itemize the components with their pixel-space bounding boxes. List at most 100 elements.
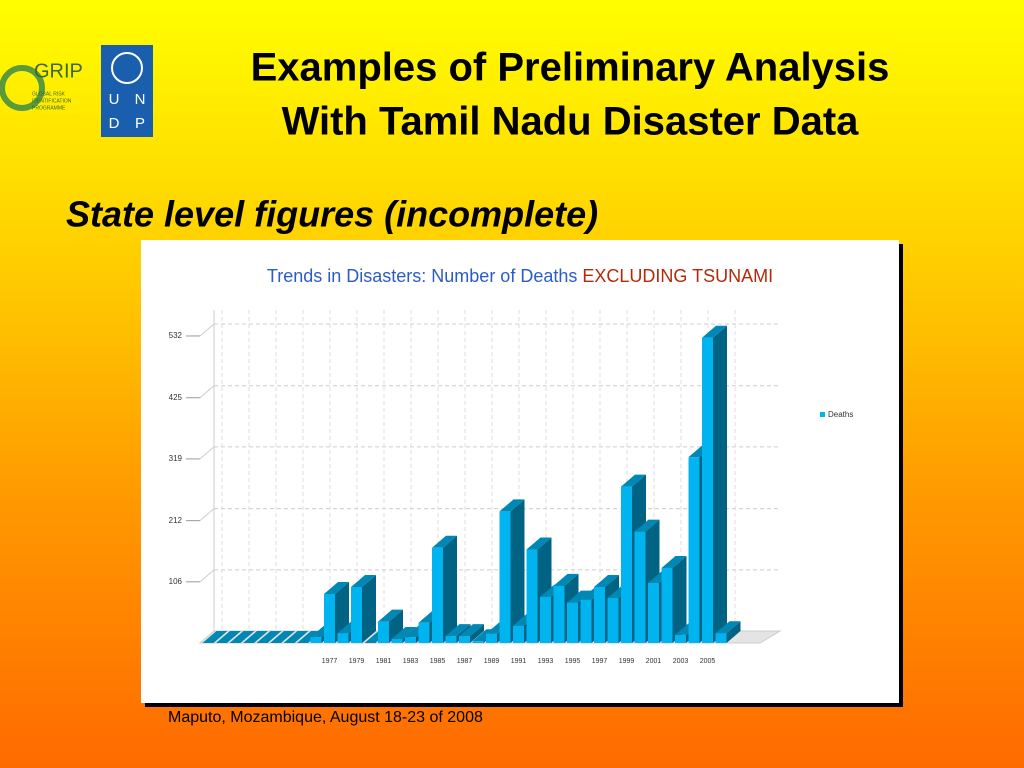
plot: 106 212 319 425 532 1977 1979 1981 1983 1985 1987 1… [169, 310, 853, 665]
x-tick-label: 1989 [484, 658, 500, 665]
bar [351, 587, 362, 643]
bar-side [510, 499, 525, 643]
bar-side [389, 609, 403, 643]
x-tick-label: 2003 [673, 658, 689, 665]
bar [634, 531, 646, 643]
bar-top [202, 631, 228, 643]
bar-side [443, 535, 457, 643]
bar [391, 638, 403, 643]
bar-top [621, 474, 646, 487]
bar-top [459, 624, 484, 637]
grid-line [199, 323, 215, 337]
bar [432, 547, 443, 643]
x-tick-label: 1981 [376, 658, 392, 665]
grid-line [199, 385, 215, 399]
grip-ring [0, 65, 45, 111]
bar-top [432, 535, 457, 548]
bar-top [378, 609, 403, 622]
bar-side [470, 624, 484, 643]
bar [688, 457, 700, 643]
bar [337, 633, 349, 643]
bar [661, 567, 673, 643]
y-tick-label: 212 [169, 516, 183, 525]
grip-line: PROGRAMME [32, 105, 66, 111]
chart-title-main: Trends in Disasters: Number of Deaths [267, 266, 577, 286]
bar [472, 641, 484, 643]
x-tick-label: 1991 [511, 658, 527, 665]
slide-title: With Tamil Nadu Disaster Data [282, 100, 860, 144]
undp-letter: U [109, 91, 120, 108]
grip-line: GLOBAL RISK [32, 91, 66, 97]
bar-top [661, 555, 687, 568]
undp-letter: N [135, 91, 146, 108]
bar-side [713, 325, 727, 643]
bar-top [243, 631, 268, 643]
undp-letter: D [109, 115, 120, 132]
bar-top [702, 325, 727, 338]
bar-top [391, 626, 417, 639]
bar [621, 486, 632, 643]
bar-top [445, 624, 471, 637]
undp-box [101, 45, 153, 137]
y-tick-label: 425 [169, 393, 183, 402]
grid-line [199, 569, 215, 583]
x-tick-label: 1983 [403, 658, 419, 665]
bar-top [634, 519, 660, 532]
bar [580, 599, 592, 643]
bar-side [672, 555, 687, 643]
un-emblem [111, 52, 143, 84]
bar [324, 593, 335, 643]
bar-top [499, 499, 525, 512]
bar-side [362, 575, 376, 643]
bar [594, 587, 605, 643]
x-tick-label: 1997 [592, 658, 608, 665]
bar [715, 633, 727, 643]
grid-line [199, 508, 215, 522]
chart-title-highlight: EXCLUDING TSUNAMI [582, 266, 773, 286]
x-tick-label: 1987 [457, 658, 473, 665]
legend-swatch [820, 412, 825, 417]
bar [675, 634, 686, 643]
y-tick-label: 106 [169, 577, 183, 586]
bar [499, 511, 511, 643]
bar-top [351, 575, 376, 588]
undp-logo: U N D P [101, 45, 153, 137]
bar [513, 625, 524, 643]
x-tick-label: 1979 [349, 658, 365, 665]
bar [405, 637, 416, 643]
bar-top [256, 631, 282, 643]
y-tick-label: 532 [169, 331, 183, 340]
y-tick-label: 319 [169, 454, 183, 463]
bar [445, 636, 457, 643]
bar [486, 633, 497, 643]
bar [459, 636, 470, 643]
bar [702, 337, 713, 643]
bar [553, 585, 565, 643]
bar-top [324, 581, 349, 594]
legend-label: Deaths [828, 410, 853, 419]
x-tick-label: 1985 [430, 658, 446, 665]
bar [310, 637, 322, 643]
bar-top [216, 631, 241, 643]
bar-top [553, 573, 579, 586]
bar-top [567, 590, 592, 603]
grip-text: GRIP [34, 60, 83, 82]
grid-line [199, 446, 215, 460]
x-tick-label: 1993 [538, 658, 554, 665]
bar-top [715, 621, 741, 634]
bar [526, 549, 538, 643]
chart-title: Trends in Disasters: Number of Deaths EX… [267, 266, 773, 286]
x-tick-label: 1995 [565, 658, 581, 665]
x-tick-label: 1977 [322, 658, 338, 665]
x-tick-label: 2005 [700, 658, 716, 665]
bar [648, 582, 659, 643]
bar [418, 622, 430, 643]
footer: Maputo, Mozambique, August 18-23 of 2008 [168, 709, 483, 726]
bar-top [526, 537, 552, 550]
bar-top [229, 631, 255, 643]
bar-top [283, 631, 309, 643]
bar [567, 602, 578, 643]
grip-line: IDENTIFICATION [32, 98, 72, 104]
undp-letter: P [135, 115, 145, 132]
